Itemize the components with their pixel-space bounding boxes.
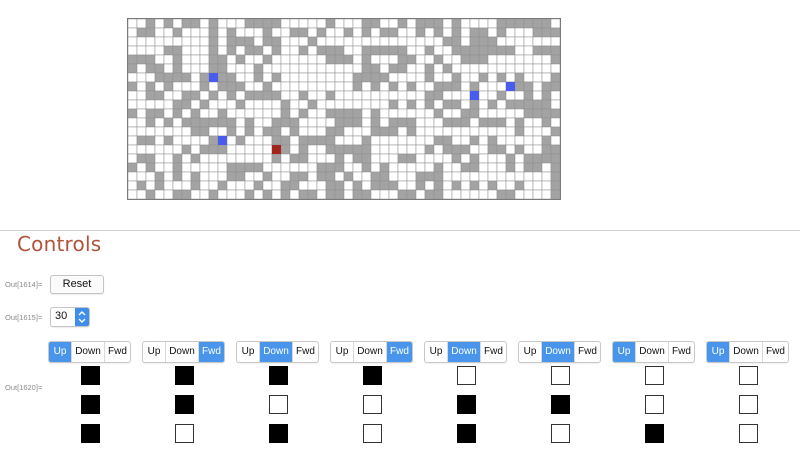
option-fwd[interactable]: Fwd xyxy=(292,342,318,362)
direction-selector[interactable]: Up Down Fwd xyxy=(236,341,319,363)
empty-cell xyxy=(551,366,570,385)
agent-cell xyxy=(209,73,218,82)
option-up[interactable]: Up xyxy=(241,346,255,357)
maze-svg xyxy=(128,19,560,199)
filled-cell xyxy=(363,366,382,385)
option-fwd[interactable]: Fwd xyxy=(668,342,694,362)
output-label-reset: Out[1614]= xyxy=(5,280,43,289)
option-fwd[interactable]: Fwd xyxy=(104,342,130,362)
empty-cell xyxy=(363,395,382,414)
direction-selector[interactable]: Up Down Fwd xyxy=(48,341,131,363)
filled-cell xyxy=(81,395,100,414)
empty-cell xyxy=(645,395,664,414)
option-fwd[interactable]: Fwd xyxy=(480,342,506,362)
filled-cell xyxy=(81,424,100,443)
output-label-rules: Out[1620]= xyxy=(5,383,43,392)
selector-value: 30 xyxy=(55,310,68,322)
agent-cell xyxy=(470,91,479,100)
filled-cell xyxy=(551,395,570,414)
option-up[interactable]: Up xyxy=(49,342,71,362)
direction-selector[interactable]: Up Down Fwd xyxy=(706,341,789,363)
option-down[interactable]: Down xyxy=(71,342,104,362)
output-label-select: Out[1615]= xyxy=(5,313,43,322)
filled-cell xyxy=(269,424,288,443)
filled-cell xyxy=(269,366,288,385)
empty-cell xyxy=(739,366,758,385)
up-down-arrows-icon[interactable] xyxy=(75,308,89,326)
value-selector[interactable]: 30 xyxy=(50,307,90,327)
empty-cell xyxy=(269,395,288,414)
filled-cell xyxy=(457,424,476,443)
filled-cell xyxy=(457,395,476,414)
empty-cell xyxy=(739,424,758,443)
option-down[interactable]: Down xyxy=(353,342,386,362)
option-up[interactable]: Up xyxy=(613,342,635,362)
empty-cell xyxy=(363,424,382,443)
option-down[interactable]: Down xyxy=(165,342,198,362)
agent-cell xyxy=(218,136,227,145)
option-fwd[interactable]: Fwd xyxy=(198,342,224,362)
direction-selector[interactable]: Up Down Fwd xyxy=(330,341,413,363)
direction-selector[interactable]: Up Down Fwd xyxy=(424,341,507,363)
option-fwd[interactable]: Fwd xyxy=(386,342,412,362)
option-down[interactable]: Down xyxy=(729,342,762,362)
option-up[interactable]: Up xyxy=(429,346,443,357)
empty-cell xyxy=(739,395,758,414)
filled-cell xyxy=(175,366,194,385)
direction-selector[interactable]: Up Down Fwd xyxy=(142,341,225,363)
filled-cell xyxy=(81,366,100,385)
agent-cell xyxy=(506,82,515,91)
filled-cell xyxy=(175,395,194,414)
option-fwd[interactable]: Fwd xyxy=(762,342,788,362)
option-down[interactable]: Down xyxy=(447,342,480,362)
option-down[interactable]: Down xyxy=(635,342,668,362)
empty-cell xyxy=(645,366,664,385)
direction-selector[interactable]: Up Down Fwd xyxy=(612,341,695,363)
option-down[interactable]: Down xyxy=(541,342,574,362)
empty-cell xyxy=(551,424,570,443)
empty-cell xyxy=(175,424,194,443)
section-title: Controls xyxy=(17,232,102,256)
filled-cell xyxy=(645,424,664,443)
option-up[interactable]: Up xyxy=(147,346,161,357)
maze-grid xyxy=(127,18,561,200)
direction-selector[interactable]: Up Down Fwd xyxy=(518,341,601,363)
option-up[interactable]: Up xyxy=(335,346,349,357)
option-fwd[interactable]: Fwd xyxy=(574,342,600,362)
target-cell xyxy=(272,145,281,154)
section-divider xyxy=(0,230,800,231)
empty-cell xyxy=(457,366,476,385)
option-up[interactable]: Up xyxy=(523,346,537,357)
reset-button[interactable]: Reset xyxy=(50,275,104,294)
option-up[interactable]: Up xyxy=(707,342,729,362)
option-down[interactable]: Down xyxy=(259,342,292,362)
